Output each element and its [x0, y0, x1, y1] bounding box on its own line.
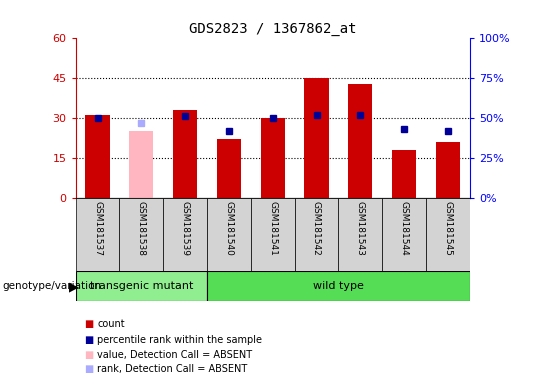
Bar: [251, 198, 295, 271]
Text: ■: ■: [84, 350, 93, 360]
Text: GSM181543: GSM181543: [356, 202, 365, 256]
Bar: [436, 142, 460, 198]
Text: wild type: wild type: [313, 281, 364, 291]
Bar: [129, 131, 153, 198]
Bar: [426, 198, 470, 271]
Text: GSM181538: GSM181538: [137, 202, 146, 257]
Text: GSM181540: GSM181540: [225, 202, 233, 256]
Text: count: count: [97, 319, 125, 329]
Bar: [295, 198, 339, 271]
Bar: [76, 198, 119, 271]
Bar: [392, 150, 416, 198]
Text: GSM181541: GSM181541: [268, 202, 277, 256]
Bar: [207, 198, 251, 271]
Text: ■: ■: [84, 364, 93, 374]
Title: GDS2823 / 1367862_at: GDS2823 / 1367862_at: [189, 22, 356, 36]
Text: GSM181537: GSM181537: [93, 202, 102, 257]
Text: ■: ■: [84, 335, 93, 345]
Bar: [173, 110, 197, 198]
Text: genotype/variation: genotype/variation: [3, 281, 102, 291]
Text: GSM181542: GSM181542: [312, 202, 321, 256]
Bar: [163, 198, 207, 271]
Bar: [119, 198, 163, 271]
Text: percentile rank within the sample: percentile rank within the sample: [97, 335, 262, 345]
Bar: [339, 198, 382, 271]
Bar: [85, 116, 110, 198]
Bar: [261, 118, 285, 198]
Text: ■: ■: [84, 319, 93, 329]
Bar: [217, 139, 241, 198]
Text: rank, Detection Call = ABSENT: rank, Detection Call = ABSENT: [97, 364, 247, 374]
Text: GSM181539: GSM181539: [180, 202, 190, 257]
Text: ▶: ▶: [69, 280, 78, 293]
Bar: [76, 271, 207, 301]
Text: GSM181545: GSM181545: [443, 202, 453, 256]
Bar: [348, 84, 373, 198]
Text: value, Detection Call = ABSENT: value, Detection Call = ABSENT: [97, 350, 252, 360]
Bar: [207, 271, 470, 301]
Bar: [305, 78, 328, 198]
Text: transgenic mutant: transgenic mutant: [90, 281, 193, 291]
Bar: [382, 198, 426, 271]
Text: GSM181544: GSM181544: [400, 202, 409, 256]
